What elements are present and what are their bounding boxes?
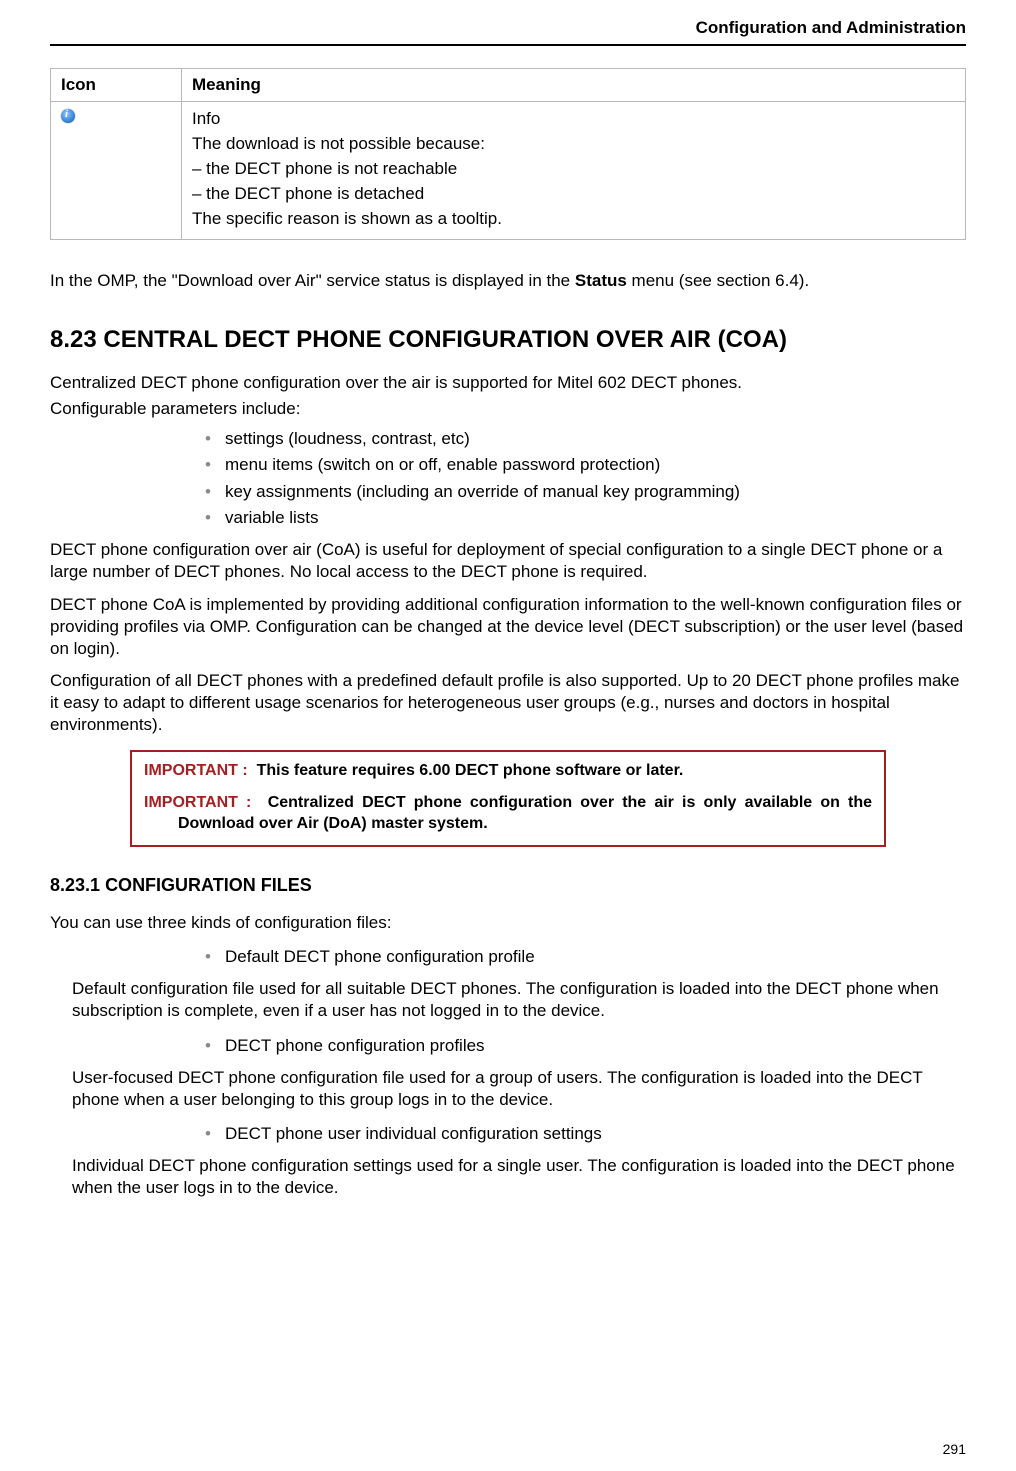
section-title: CENTRAL DECT PHONE CONFIGURATION OVER AI…	[103, 326, 787, 353]
cell-meaning: Info The download is not possible becaus…	[182, 102, 966, 240]
intro-line-2: Configurable parameters include:	[50, 398, 966, 420]
col-header-meaning: Meaning	[182, 69, 966, 102]
section-para-1: DECT phone configuration over air (CoA) …	[50, 539, 966, 583]
meaning-line: The specific reason is shown as a toolti…	[192, 208, 955, 231]
page: Configuration and Administration Icon Me…	[0, 0, 1016, 1471]
config-file-list: DECT phone configuration profiles	[50, 1033, 966, 1059]
important-callout: IMPORTANT : This feature requires 6.00 D…	[130, 750, 886, 847]
config-file-desc: Individual DECT phone configuration sett…	[72, 1155, 966, 1199]
list-item: variable lists	[50, 505, 966, 531]
table-header-row: Icon Meaning	[51, 69, 966, 102]
meaning-line: – the DECT phone is detached	[192, 183, 955, 206]
important-label: IMPORTANT :	[144, 794, 251, 811]
col-header-icon: Icon	[51, 69, 182, 102]
important-line-2: IMPORTANT : Centralized DECT phone confi…	[144, 792, 872, 835]
list-item: menu items (switch on or off, enable pas…	[50, 452, 966, 478]
meaning-line: Info	[192, 108, 955, 131]
meaning-line: – the DECT phone is not reachable	[192, 158, 955, 181]
status-word: Status	[575, 271, 627, 290]
subsection-heading: 8.23.1 CONFIGURATION FILES	[50, 875, 966, 896]
important-line-1: IMPORTANT : This feature requires 6.00 D…	[144, 760, 872, 782]
list-item: DECT phone user individual configuration…	[50, 1121, 966, 1147]
important-label: IMPORTANT :	[144, 762, 248, 779]
list-item: settings (loudness, contrast, etc)	[50, 426, 966, 452]
header-title: Configuration and Administration	[696, 18, 966, 37]
list-item: Default DECT phone configuration profile	[50, 944, 966, 970]
config-file-list: Default DECT phone configuration profile	[50, 944, 966, 970]
subsection-title: CONFIGURATION FILES	[105, 875, 312, 895]
page-header: Configuration and Administration	[50, 18, 966, 46]
config-file-desc: User-focused DECT phone configuration fi…	[72, 1067, 966, 1111]
subsection-intro: You can use three kinds of configuration…	[50, 912, 966, 934]
intro-line-1: Centralized DECT phone configuration ove…	[50, 372, 966, 394]
important-text: Centralized DECT phone configuration ove…	[178, 794, 872, 833]
section-para-3: Configuration of all DECT phones with a …	[50, 670, 966, 736]
meaning-line: The download is not possible because:	[192, 133, 955, 156]
subsection-number: 8.23.1	[50, 875, 100, 895]
omp-status-line: In the OMP, the "Download over Air" serv…	[50, 270, 966, 292]
config-file-desc: Default configuration file used for all …	[72, 978, 966, 1022]
info-icon	[61, 109, 75, 123]
text: In the OMP, the "Download over Air" serv…	[50, 271, 575, 290]
param-bullet-list: settings (loudness, contrast, etc) menu …	[50, 426, 966, 531]
section-para-2: DECT phone CoA is implemented by providi…	[50, 594, 966, 660]
list-item: DECT phone configuration profiles	[50, 1033, 966, 1059]
icon-meaning-table: Icon Meaning Info The download is not po…	[50, 68, 966, 240]
section-number: 8.23	[50, 326, 97, 353]
page-number: 291	[943, 1441, 966, 1457]
table-row: Info The download is not possible becaus…	[51, 102, 966, 240]
text: menu (see section 6.4).	[627, 271, 809, 290]
important-text: This feature requires 6.00 DECT phone so…	[257, 762, 684, 779]
section-heading: 8.23 CENTRAL DECT PHONE CONFIGURATION OV…	[50, 326, 966, 354]
config-file-list: DECT phone user individual configuration…	[50, 1121, 966, 1147]
cell-icon	[51, 102, 182, 240]
list-item: key assignments (including an override o…	[50, 479, 966, 505]
